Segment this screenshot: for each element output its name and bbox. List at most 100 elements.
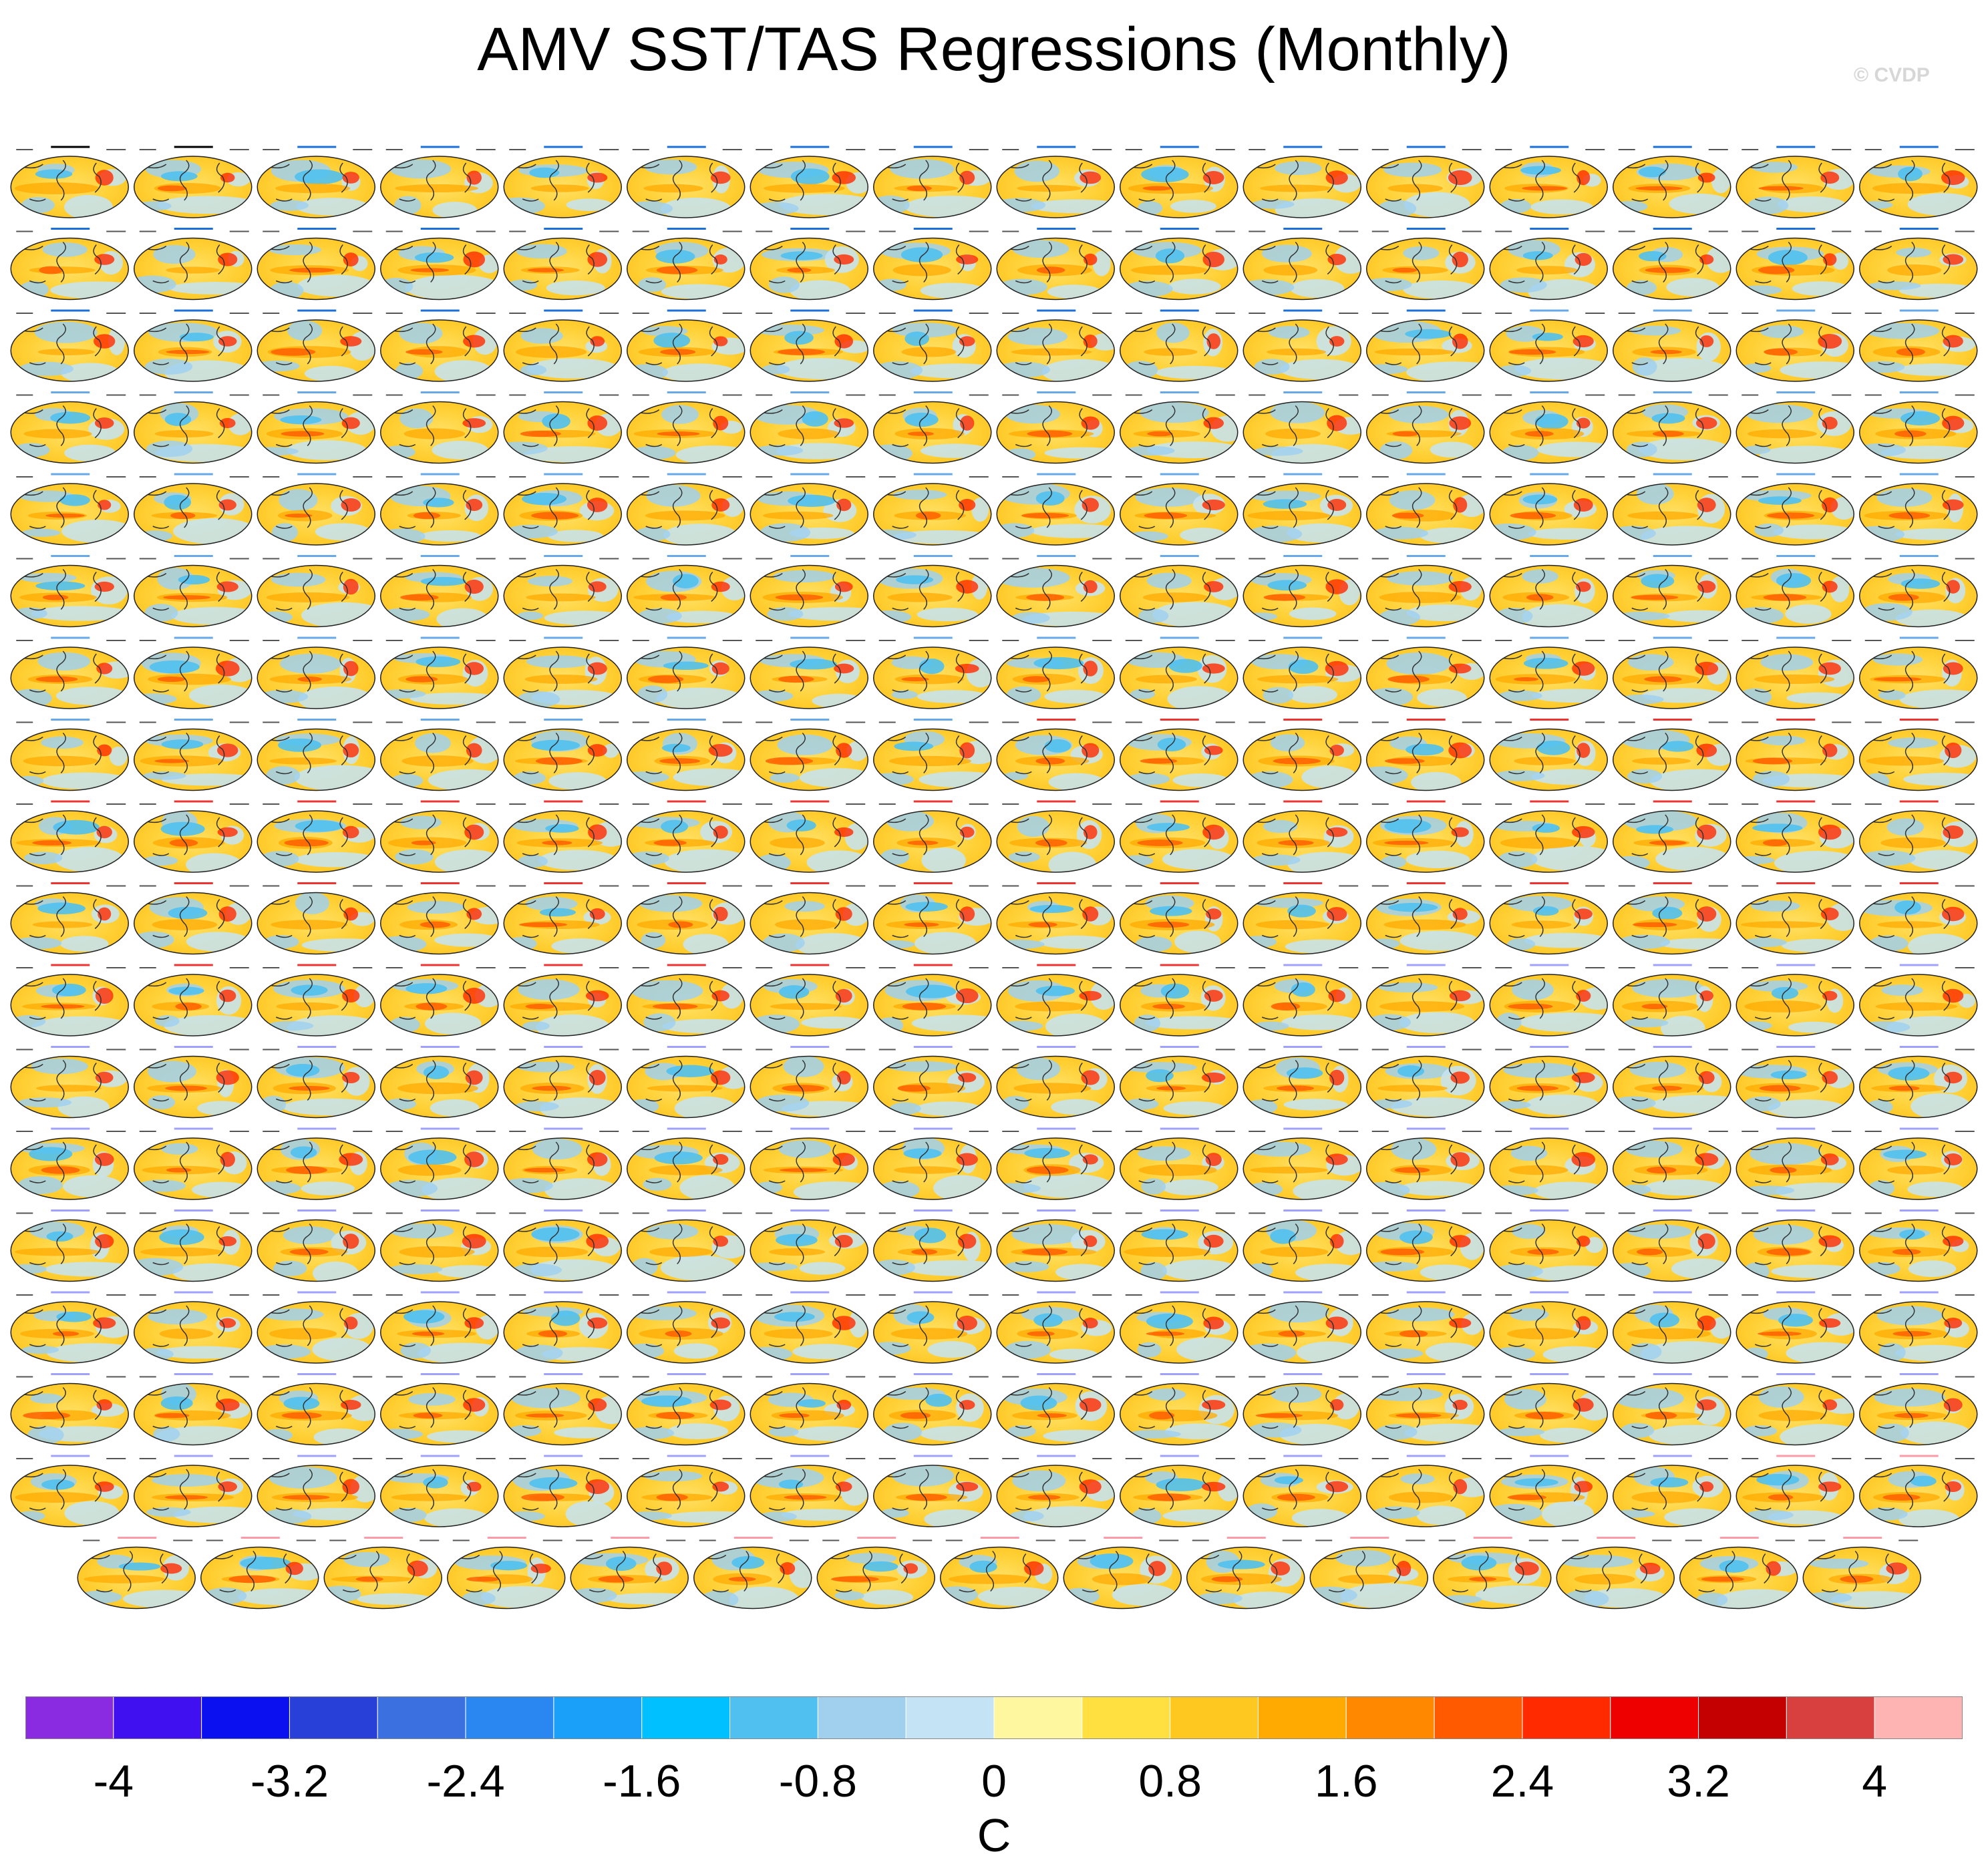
map-panel bbox=[1120, 1291, 1238, 1364]
map-panel bbox=[503, 636, 622, 709]
map-panel bbox=[1613, 473, 1731, 546]
colorbar-box bbox=[817, 1696, 906, 1740]
map-panel bbox=[257, 1455, 375, 1527]
map-panel bbox=[503, 391, 622, 464]
map-panel bbox=[257, 882, 375, 955]
map-panel bbox=[257, 719, 375, 791]
map-panel bbox=[1242, 882, 1361, 955]
map-panel bbox=[1735, 1455, 1854, 1527]
map-panel bbox=[134, 800, 253, 873]
map-panel bbox=[1242, 1291, 1361, 1364]
map-panel bbox=[627, 1127, 746, 1200]
map-panel bbox=[1613, 1127, 1731, 1200]
map-panel bbox=[1613, 1209, 1731, 1282]
map-panel bbox=[1120, 882, 1238, 955]
map-panel bbox=[1120, 636, 1238, 709]
map-panel bbox=[1613, 1455, 1731, 1527]
map-panel bbox=[996, 473, 1115, 546]
map-panel bbox=[1735, 1046, 1854, 1119]
map-panel bbox=[503, 555, 622, 628]
map-panel bbox=[1242, 1455, 1361, 1527]
map-panel bbox=[1735, 636, 1854, 709]
map-panel bbox=[1120, 1127, 1238, 1200]
map-panel bbox=[1613, 146, 1731, 218]
map-panel bbox=[1366, 228, 1485, 301]
map-panel bbox=[873, 228, 992, 301]
map-panel bbox=[503, 146, 622, 218]
map-panel bbox=[996, 964, 1115, 1037]
map-panel bbox=[627, 1209, 746, 1282]
map-panel bbox=[1489, 1455, 1608, 1527]
map-panel bbox=[257, 555, 375, 628]
colorbar-tick-label: -3.2 bbox=[251, 1756, 329, 1807]
map-panel bbox=[1613, 555, 1731, 628]
map-panel bbox=[1242, 228, 1361, 301]
map-panel bbox=[1859, 800, 1978, 873]
colorbar-tick-label: 2.4 bbox=[1491, 1756, 1554, 1807]
map-panel bbox=[627, 228, 746, 301]
map-panel bbox=[627, 473, 746, 546]
map-panel bbox=[873, 1046, 992, 1119]
colorbar-box bbox=[1786, 1696, 1875, 1740]
map-panel bbox=[1613, 719, 1731, 791]
map-panel bbox=[1859, 473, 1978, 546]
map-panel bbox=[1242, 473, 1361, 546]
map-panel bbox=[1613, 1046, 1731, 1119]
map-panel bbox=[1366, 882, 1485, 955]
map-panel bbox=[257, 800, 375, 873]
cvdp-watermark: © CVDP bbox=[1854, 64, 1930, 86]
map-panel bbox=[750, 1209, 868, 1282]
colorbar-box bbox=[553, 1696, 643, 1740]
map-panel bbox=[380, 719, 499, 791]
map-panel bbox=[1489, 719, 1608, 791]
map-panel bbox=[750, 391, 868, 464]
map-panel bbox=[1859, 1291, 1978, 1364]
map-panel bbox=[10, 555, 129, 628]
colorbar-box bbox=[113, 1696, 202, 1740]
colorbar-box bbox=[465, 1696, 554, 1740]
map-panel bbox=[1242, 146, 1361, 218]
map-panel bbox=[1242, 555, 1361, 628]
map-panel bbox=[257, 636, 375, 709]
map-panel bbox=[503, 473, 622, 546]
map-panel bbox=[1242, 800, 1361, 873]
map-panel bbox=[996, 800, 1115, 873]
map-panel bbox=[1489, 636, 1608, 709]
map-panel bbox=[257, 1373, 375, 1446]
map-panel bbox=[1242, 719, 1361, 791]
map-panel bbox=[1242, 1373, 1361, 1446]
map-panel bbox=[1366, 309, 1485, 382]
map-panel bbox=[380, 1291, 499, 1364]
map-panel bbox=[1366, 555, 1485, 628]
colorbar-box bbox=[25, 1696, 114, 1740]
map-panel bbox=[1859, 1455, 1978, 1527]
map-panel bbox=[996, 1291, 1115, 1364]
map-panel bbox=[1366, 1209, 1485, 1282]
map-panel bbox=[996, 1127, 1115, 1200]
map-panel bbox=[380, 636, 499, 709]
map-panel bbox=[627, 391, 746, 464]
colorbar-tick-label: 0 bbox=[981, 1756, 1007, 1807]
map-panel bbox=[503, 1291, 622, 1364]
map-panel bbox=[1242, 1209, 1361, 1282]
map-panel bbox=[1242, 964, 1361, 1037]
map-panel bbox=[1859, 882, 1978, 955]
map-panel bbox=[10, 309, 129, 382]
map-panel bbox=[996, 1209, 1115, 1282]
map-panel bbox=[1735, 1209, 1854, 1282]
map-panel bbox=[1735, 146, 1854, 218]
map-panel bbox=[1489, 228, 1608, 301]
map-panel bbox=[1489, 391, 1608, 464]
map-panel bbox=[10, 1291, 129, 1364]
map-panel bbox=[1735, 1127, 1854, 1200]
map-panel bbox=[1489, 1046, 1608, 1119]
map-panel bbox=[627, 882, 746, 955]
map-panel bbox=[627, 964, 746, 1037]
map-panel bbox=[1613, 964, 1731, 1037]
map-panel bbox=[627, 146, 746, 218]
map-panel bbox=[1120, 1373, 1238, 1446]
map-panel bbox=[1366, 1127, 1485, 1200]
map-panel bbox=[134, 719, 253, 791]
map-panel bbox=[134, 309, 253, 382]
map-panel bbox=[503, 882, 622, 955]
